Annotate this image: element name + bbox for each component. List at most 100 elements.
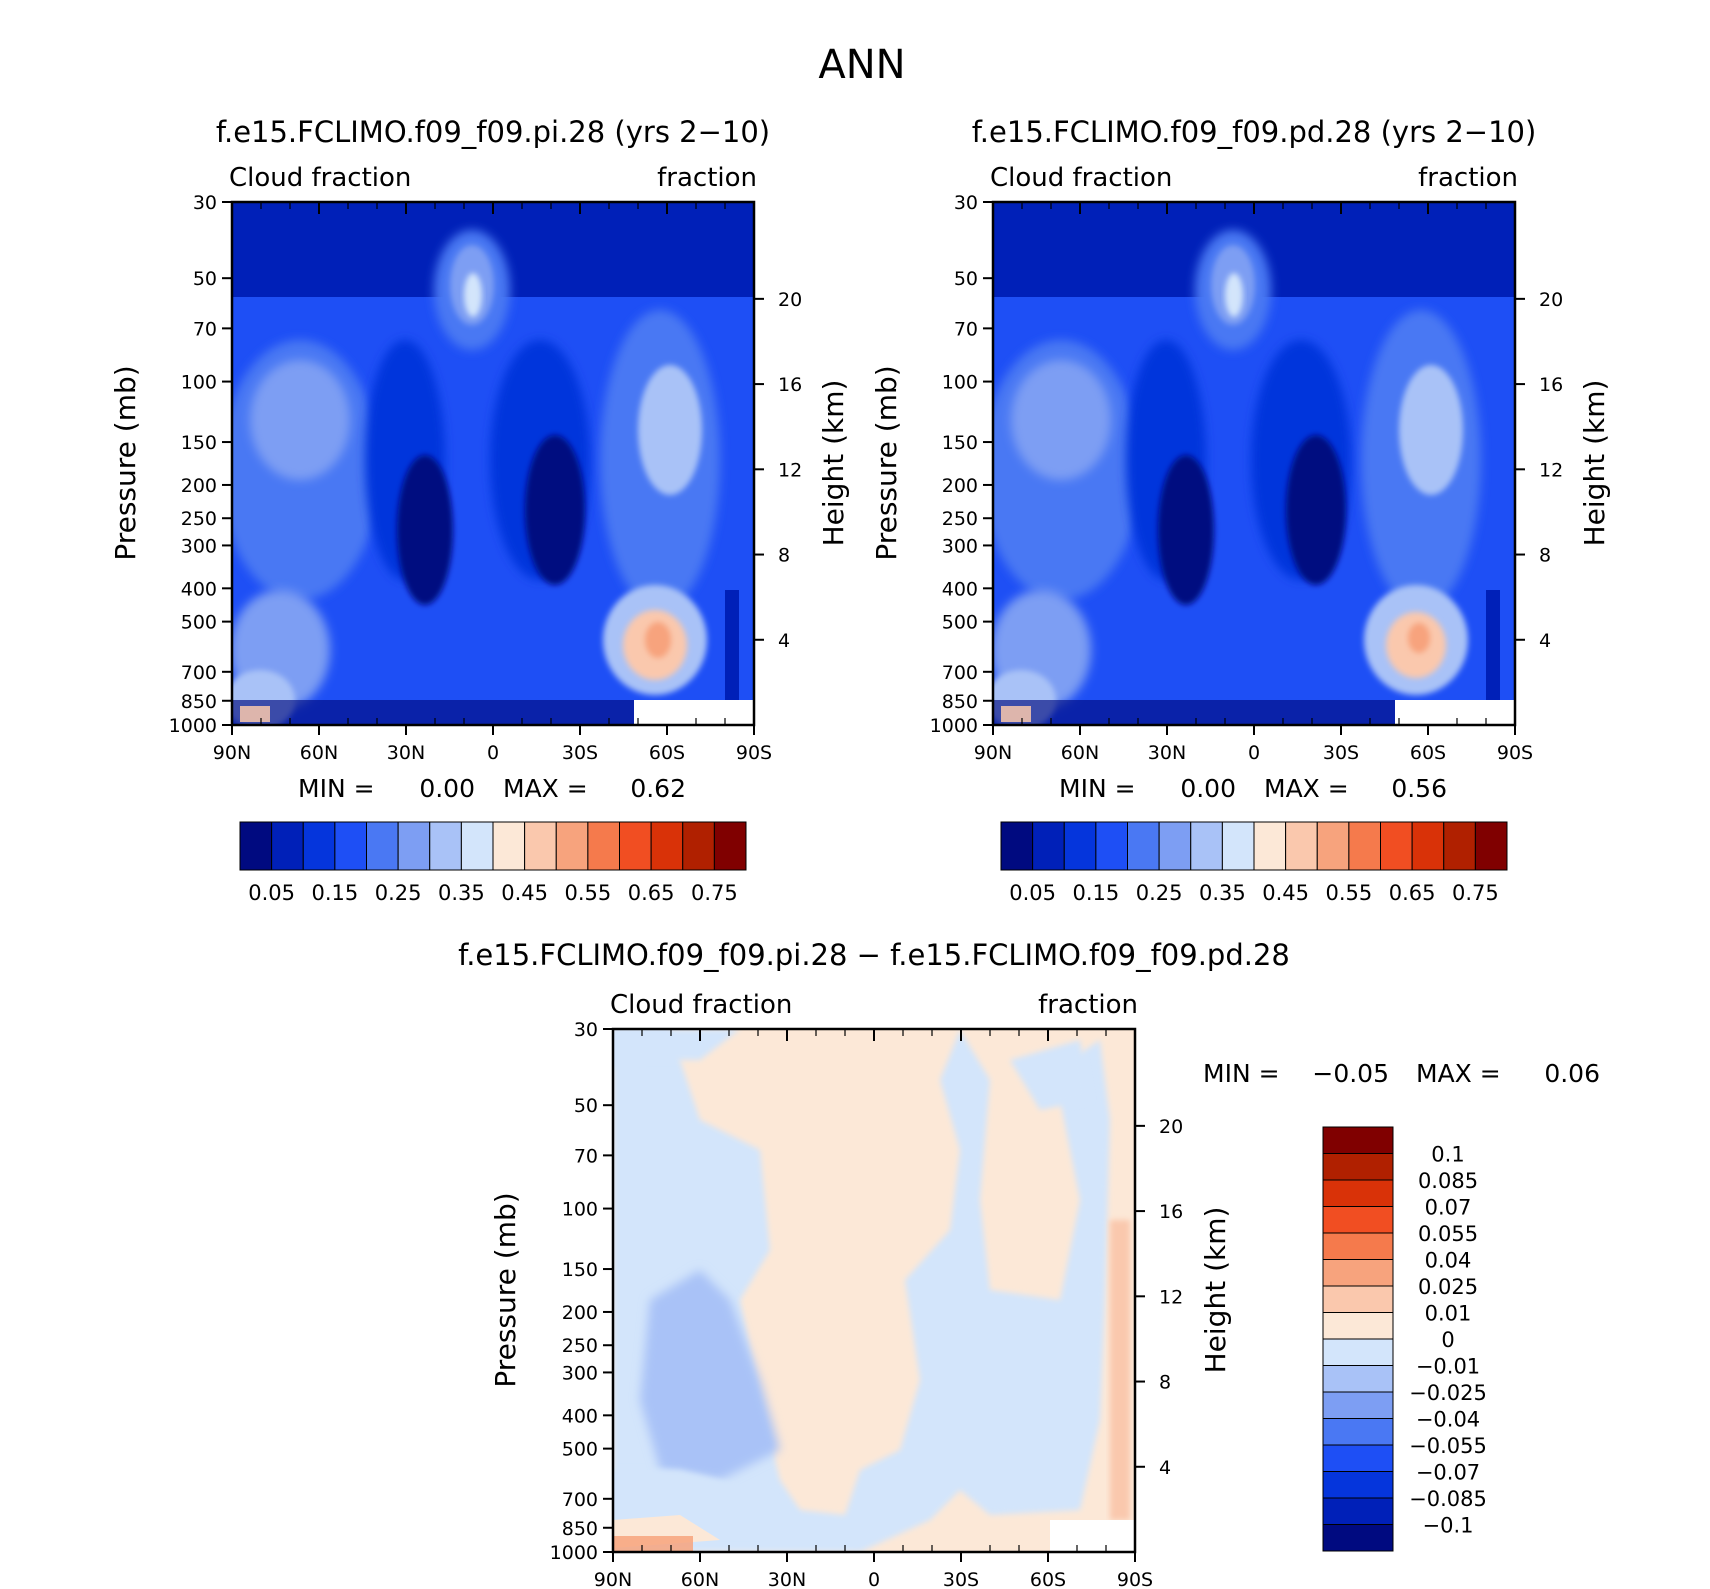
colorbar-label: 0.085	[1418, 1169, 1478, 1193]
y-tick-label: 400	[181, 578, 217, 600]
colorbar-label: 0.35	[438, 881, 485, 905]
contour-field	[613, 1029, 1135, 1552]
colorbar-label: −0.01	[1416, 1355, 1480, 1379]
colorbar-label: −0.055	[1409, 1434, 1487, 1458]
colorbar-label: 0.15	[1072, 881, 1119, 905]
colorbar-swatch	[334, 821, 367, 871]
colorbar-label: 0.75	[691, 881, 738, 905]
y-tick-label: 200	[942, 475, 978, 497]
colorbar-swatch	[1000, 821, 1034, 871]
colorbar-swatch	[1158, 821, 1192, 871]
y-tick-label: 1000	[550, 1542, 598, 1564]
colorbar: 0.05 0.15 0.25 0.35 0.45 0.55 0.65 0.75	[1000, 821, 1508, 905]
y-tick-label: 50	[954, 268, 978, 290]
colorbar-swatch	[619, 821, 652, 871]
colorbar-label: 0.04	[1425, 1249, 1472, 1273]
field-shapes	[613, 1029, 1135, 1552]
y-tick-label: 200	[181, 475, 217, 497]
y-right-tick-label: 4	[1159, 1457, 1171, 1479]
y-right-axis-label: Height (km)	[1199, 1207, 1232, 1374]
x-tick-label: 60S	[649, 742, 685, 764]
y-tick-label: 400	[562, 1405, 598, 1427]
y-tick-label: 30	[193, 192, 217, 214]
x-tick-label: 30S	[943, 1569, 979, 1589]
colorbar-label: −0.025	[1409, 1381, 1487, 1405]
left-label: Cloud fraction	[610, 990, 792, 1020]
colorbar-label: 0.75	[1452, 881, 1499, 905]
colorbar-swatch	[555, 821, 589, 871]
figure-title: ANN	[818, 42, 905, 88]
y-tick-label: 850	[562, 1518, 598, 1540]
colorbar-label: −0.1	[1423, 1514, 1474, 1538]
x-tick-label: 0	[487, 742, 499, 764]
colorbar-label: 0.55	[564, 881, 611, 905]
colorbar-swatch	[1221, 821, 1255, 871]
colorbar-swatch	[1322, 1365, 1394, 1393]
colorbar-swatch	[1411, 821, 1445, 871]
y-right-axis-label: Height (km)	[1578, 380, 1611, 547]
colorbar-swatch	[1443, 821, 1476, 871]
colorbar-label: 0.45	[1262, 881, 1309, 905]
colorbar-swatch	[397, 821, 431, 871]
y-right-ticks: 20 16 12 8 4	[1515, 289, 1563, 652]
y-right-tick-label: 16	[1539, 374, 1563, 396]
x-tick-label: 60N	[1061, 742, 1099, 764]
min-value: −0.05	[1312, 1059, 1389, 1088]
colorbar-swatch	[1322, 1259, 1394, 1287]
y-right-tick-label: 20	[1159, 1116, 1183, 1138]
colorbar-swatch	[302, 821, 336, 871]
y-axis-label: Pressure (mb)	[489, 1192, 522, 1387]
min-label: MIN =	[298, 774, 375, 803]
colorbar-swatch	[1322, 1444, 1394, 1472]
y-tick-label: 70	[574, 1145, 598, 1167]
y-tick-label: 100	[942, 372, 978, 394]
x-tick-label: 60S	[1030, 1569, 1066, 1589]
right-label: fraction	[1418, 163, 1518, 193]
y-tick-label: 700	[942, 662, 978, 684]
colorbar-swatch	[650, 821, 684, 871]
colorbar-swatch	[1322, 1285, 1394, 1313]
max-value: 0.62	[630, 774, 686, 803]
colorbar: 0.05 0.15 0.25 0.35 0.45 0.55 0.65 0.75	[239, 821, 747, 905]
colorbar-label: 0.35	[1199, 881, 1246, 905]
y-tick-label: 300	[942, 535, 978, 557]
x-ticks: 90N 60N 30N 0 30S 60S 90S	[213, 202, 772, 764]
max-label: MAX =	[1416, 1059, 1501, 1088]
x-tick-label: 30N	[768, 1569, 806, 1589]
colorbar-label: 0.45	[501, 881, 548, 905]
colorbar-swatch	[587, 821, 620, 871]
y-right-tick-label: 8	[1539, 545, 1551, 567]
colorbar-swatch	[1285, 821, 1318, 871]
panel-pi: f.e15.FCLIMO.f09_f09.pi.28 (yrs 2−10) Cl…	[109, 115, 850, 905]
min-value: 0.00	[419, 774, 475, 803]
y-tick-label: 1000	[169, 715, 217, 737]
y-right-tick-label: 16	[778, 374, 802, 396]
colorbar-label: 0.05	[1009, 881, 1056, 905]
colorbar-label: 0.05	[248, 881, 295, 905]
colorbar-label: 0.15	[311, 881, 358, 905]
colorbar-swatch	[1095, 821, 1128, 871]
y-tick-label: 250	[942, 508, 978, 530]
x-tick-label: 90N	[974, 742, 1012, 764]
panel-difference: f.e15.FCLIMO.f09_f09.pi.28 − f.e15.FCLIM…	[458, 938, 1600, 1589]
colorbar-label: 0	[1441, 1328, 1454, 1352]
panel-title: f.e15.FCLIMO.f09_f09.pi.28 (yrs 2−10)	[216, 115, 770, 149]
colorbar: 0.10.0850.070.0550.040.0250.010−0.01−0.0…	[1322, 1126, 1487, 1552]
colorbar-label: 0.25	[375, 881, 422, 905]
x-ticks: 90N 60N 30N 0 30S 60S 90S	[974, 202, 1533, 764]
min-label: MIN =	[1203, 1059, 1280, 1088]
panel-title: f.e15.FCLIMO.f09_f09.pd.28 (yrs 2−10)	[972, 115, 1537, 149]
colorbar-swatch	[239, 821, 273, 871]
contour-field	[993, 202, 1515, 725]
colorbar-swatch	[1322, 1126, 1394, 1154]
x-tick-label: 90N	[594, 1569, 632, 1589]
y-tick-label: 150	[942, 432, 978, 454]
left-label: Cloud fraction	[229, 163, 411, 193]
colorbar-swatch	[1063, 821, 1097, 871]
colorbar-label: 0.55	[1325, 881, 1372, 905]
y-tick-label: 500	[181, 612, 217, 634]
y-tick-label: 200	[562, 1302, 598, 1324]
y-tick-label: 70	[193, 318, 217, 340]
